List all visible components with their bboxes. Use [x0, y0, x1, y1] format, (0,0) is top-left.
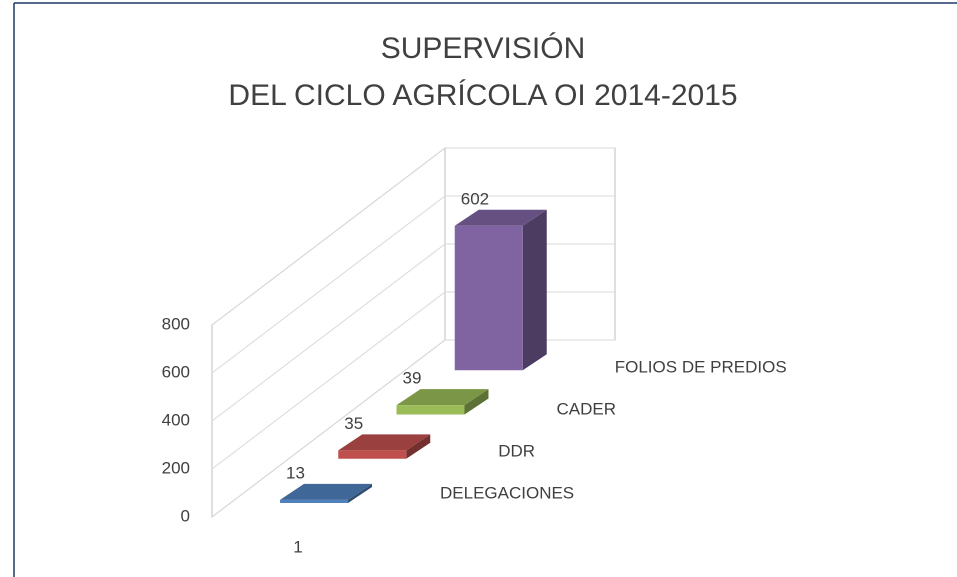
bar: [280, 483, 372, 503]
bar-front: [280, 499, 348, 503]
bar-top: [396, 389, 489, 406]
bar-side: [464, 389, 489, 415]
chart-title: SUPERVISIÓN: [381, 32, 586, 65]
bar-front: [396, 405, 465, 415]
x-tick-label: 1: [293, 537, 302, 556]
series-label: CADER: [557, 399, 617, 418]
y-tick-label: 400: [162, 410, 190, 429]
grid-line: [211, 147, 446, 326]
bar-side: [406, 434, 431, 459]
bar-top: [338, 434, 431, 451]
data-label: 602: [461, 189, 489, 208]
series-label: FOLIOS DE PREDIOS: [615, 357, 787, 376]
bar: [338, 434, 431, 459]
grid-line: [211, 243, 446, 422]
bar: [454, 209, 547, 371]
data-label: 35: [344, 414, 363, 433]
y-tick-label: 0: [181, 506, 190, 525]
bar-top: [454, 209, 547, 226]
series-label: DELEGACIONES: [440, 483, 574, 502]
series-label: DDR: [498, 441, 535, 460]
bar-side: [522, 209, 547, 371]
grid-line: [211, 339, 446, 518]
bar-top: [280, 483, 372, 500]
y-tick-label: 600: [162, 362, 190, 381]
chart-title: DEL CICLO AGRÍCOLA OI 2014-2015: [228, 79, 737, 112]
grid-line: [211, 195, 446, 374]
data-label: 13: [286, 463, 305, 482]
y-tick-label: 800: [162, 314, 190, 333]
data-label: 39: [403, 369, 422, 388]
bar: [396, 389, 489, 415]
bar-front: [338, 450, 407, 459]
y-tick-label: 200: [162, 458, 190, 477]
grid-line: [211, 291, 446, 470]
bar-front: [454, 225, 523, 371]
bar-side: [348, 483, 372, 503]
